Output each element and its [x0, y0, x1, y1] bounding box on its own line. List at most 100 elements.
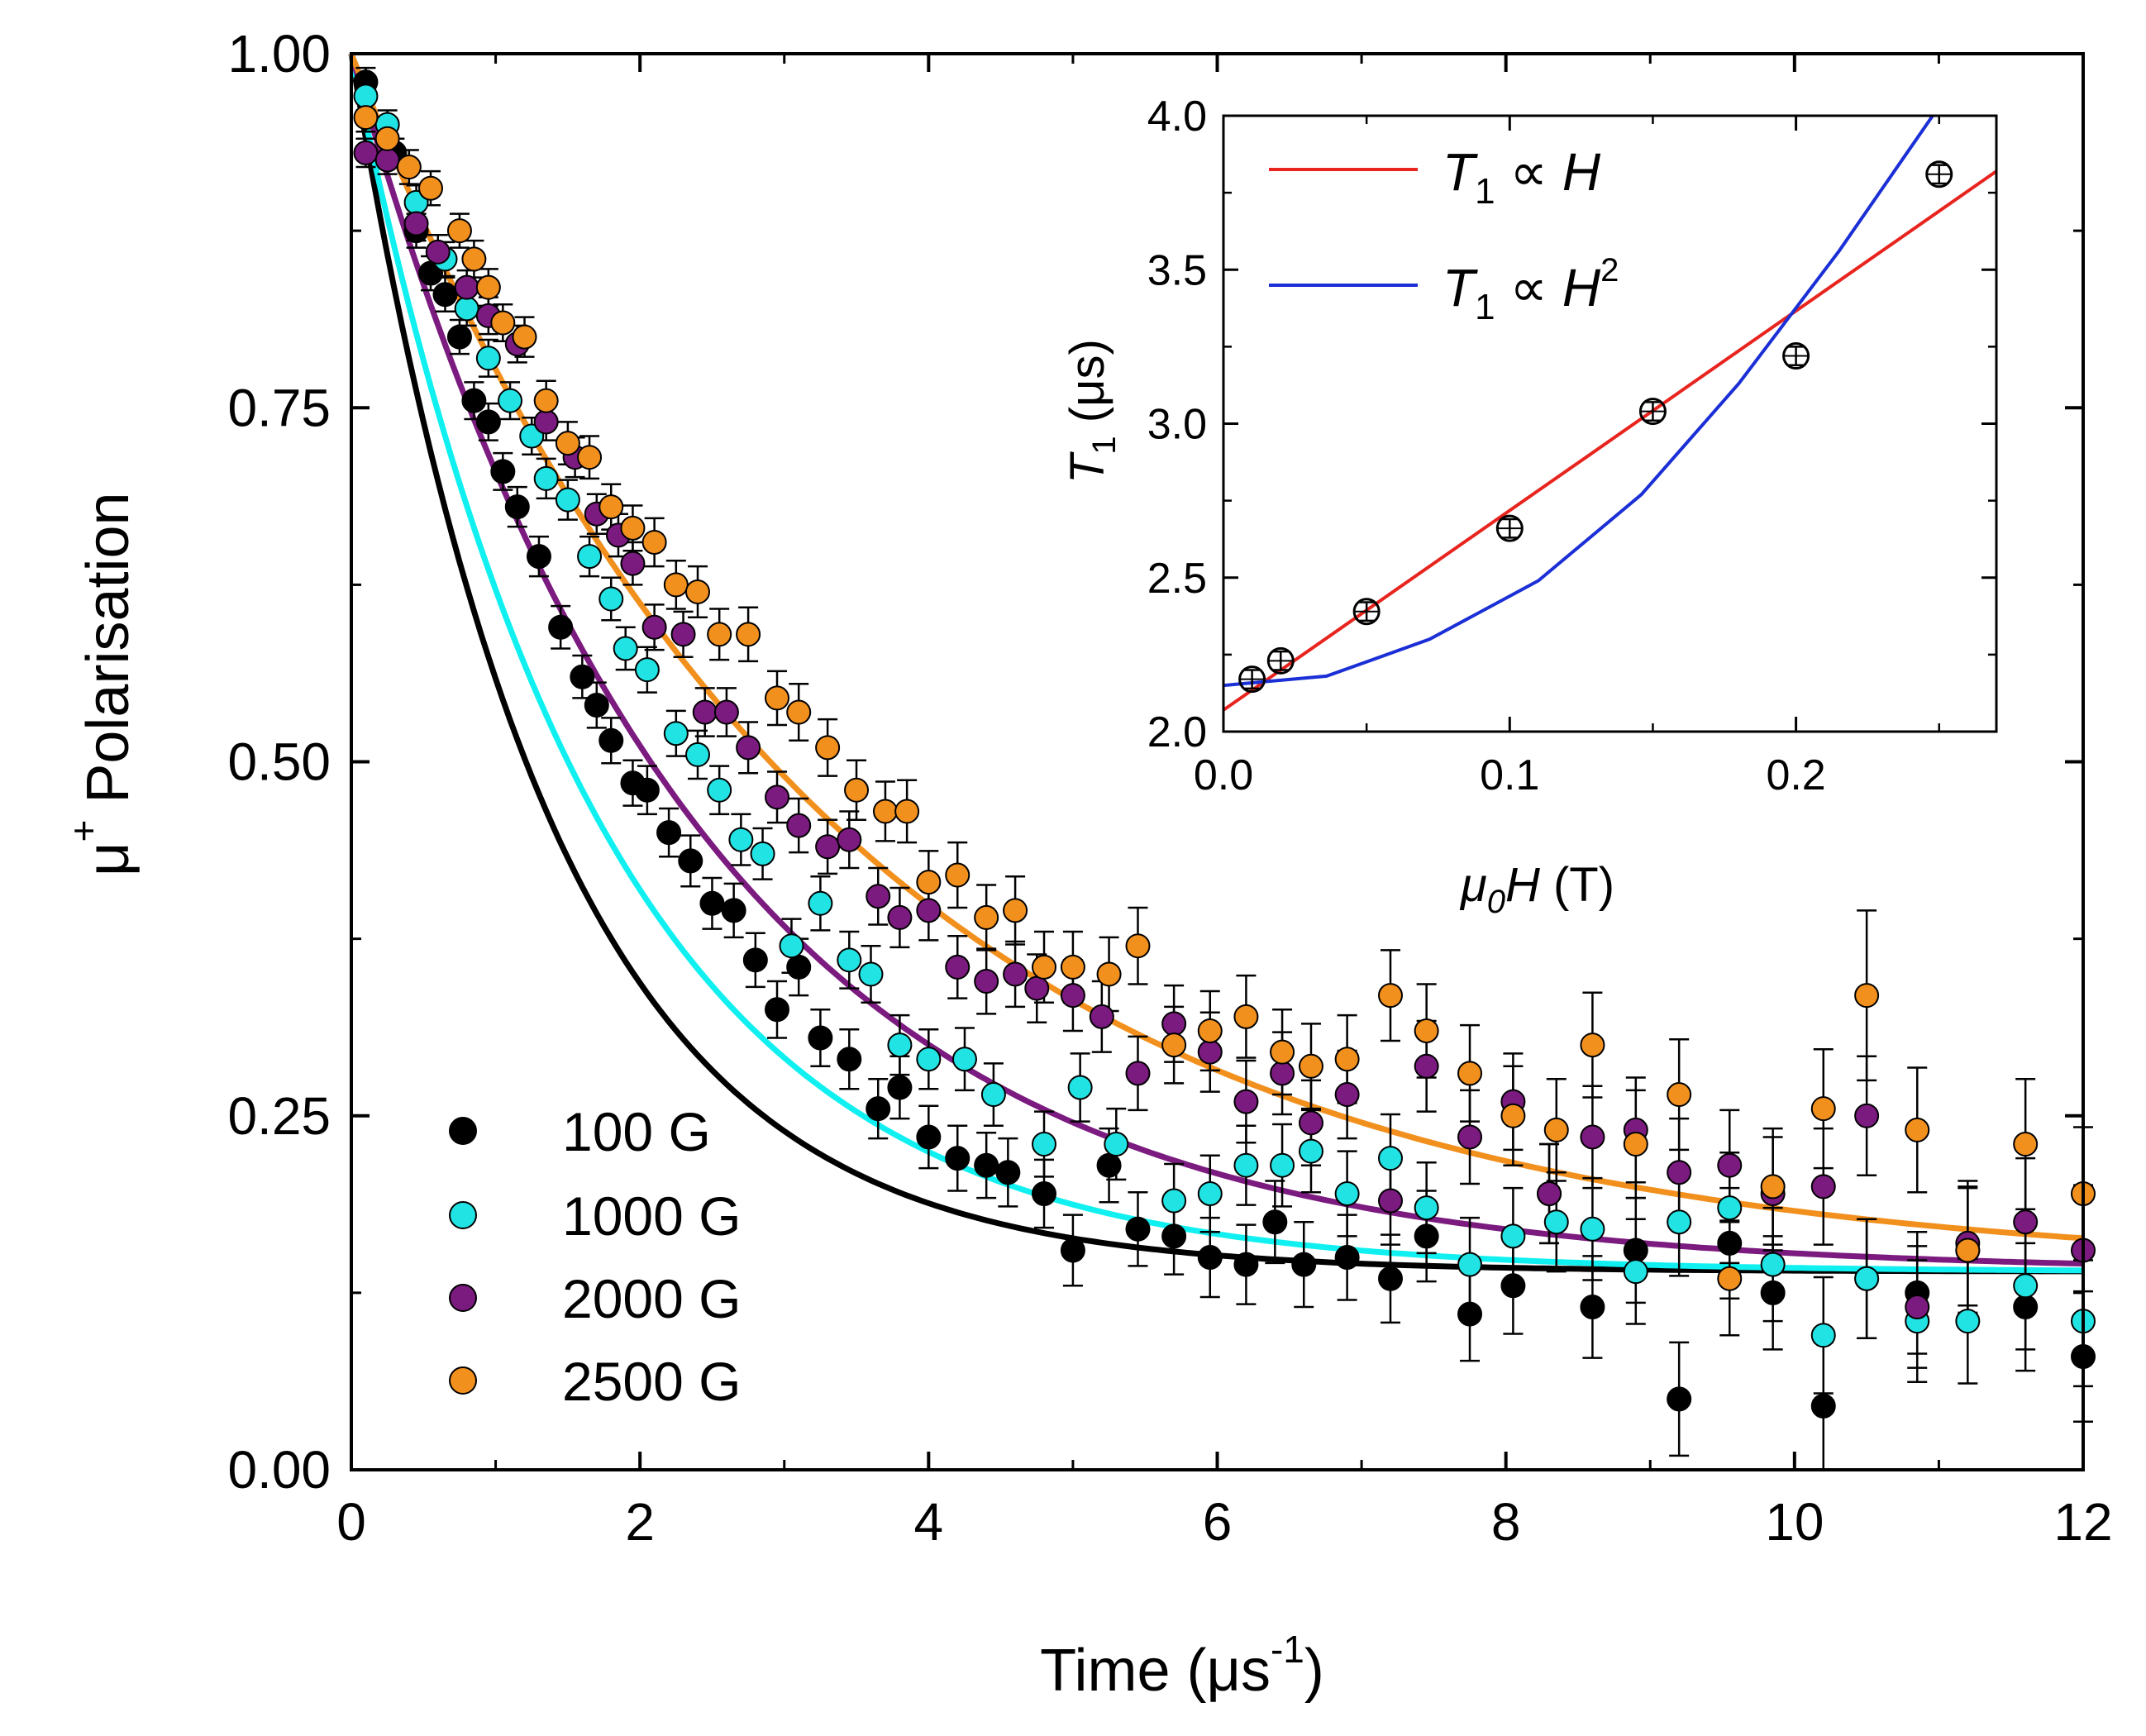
data-point-2000g	[1537, 1180, 1562, 1206]
data-point-100g	[742, 947, 768, 973]
data-point-2500g	[641, 529, 667, 555]
data-point-1000g	[1414, 1195, 1439, 1221]
data-point-2500g	[598, 494, 624, 520]
data-point-1000g	[1270, 1152, 1295, 1178]
data-point-1000g	[1032, 1132, 1056, 1157]
inset-x-title-sub: 0	[1487, 884, 1505, 920]
data-point-2500g	[1197, 1018, 1223, 1043]
data-point-100g	[678, 848, 703, 874]
data-point-2000g	[1233, 1089, 1259, 1114]
inset-x-title-h: H	[1505, 858, 1540, 912]
data-point-1000g	[779, 933, 804, 959]
data-point-2000g	[887, 904, 913, 930]
legend-label-2500g: 2500 G	[562, 1351, 742, 1412]
data-point-2500g	[512, 324, 537, 350]
data-point-100g	[1457, 1301, 1483, 1327]
data-point-1000g	[475, 346, 501, 371]
data-point-2500g	[475, 274, 501, 300]
data-point-2500g	[353, 105, 379, 131]
data-point-2500g	[1810, 1096, 1836, 1122]
inset-x-tick-label: 0.0	[1194, 751, 1253, 799]
data-point-1000g	[1543, 1209, 1569, 1235]
main-chart: 0 2 4 6 8 10 120.000.250.500.751.00 μ+ Polaris…	[62, 24, 2113, 1704]
data-point-100g	[548, 614, 574, 640]
data-point-100g	[1161, 1223, 1187, 1249]
data-point-2500g	[1233, 1004, 1259, 1029]
data-point-2000g	[403, 211, 429, 236]
data-point-100g	[634, 777, 660, 803]
x-tick-label: 10	[1765, 1492, 1824, 1552]
data-point-1000g	[858, 961, 884, 987]
data-point-1000g	[837, 947, 862, 973]
legend-label-1000g: 1000 G	[562, 1185, 742, 1247]
legend-entry-2000g: 2000 G	[449, 1268, 742, 1329]
data-point-2500g	[844, 777, 870, 803]
data-point-2500g	[2013, 1132, 2039, 1157]
data-point-2000g	[916, 898, 942, 923]
data-point-2500g	[577, 445, 603, 470]
data-point-100g	[1233, 1252, 1259, 1277]
inset-y-axis-title: T1 (μs)	[1061, 339, 1123, 484]
fit-line-2000g	[348, 53, 2084, 1267]
data-point-2500g	[1060, 954, 1085, 980]
x-tick-label: 12	[2053, 1492, 2112, 1552]
data-point-100g	[1378, 1266, 1403, 1291]
inset-y-title-t: T	[1061, 451, 1114, 484]
data-point-100g	[1500, 1273, 1526, 1299]
data-point-2000g	[1810, 1174, 1836, 1199]
data-point-2500g	[1378, 983, 1403, 1009]
data-point-2000g	[1270, 1061, 1295, 1086]
data-point-1000g	[1161, 1188, 1187, 1214]
data-point-2500g	[765, 685, 790, 711]
y-axis-title-mu: μ	[75, 842, 141, 876]
data-point-2500g	[461, 246, 487, 272]
y-axis-title: μ+ Polarisation	[62, 492, 141, 876]
data-point-1000g	[1067, 1075, 1093, 1100]
legend-entry-100g: 100 G	[449, 1101, 711, 1162]
inset-legend-quad-prop: ∝	[1495, 258, 1562, 317]
inset-legend-quad-h: H	[1562, 258, 1601, 317]
data-point-2500g	[872, 799, 898, 824]
main-legend: 100 G 1000 G 2000 G 2500 G	[449, 1101, 742, 1412]
data-point-2000g	[1905, 1295, 1930, 1320]
data-point-2000g	[1298, 1110, 1323, 1136]
data-point-2500g	[396, 155, 422, 180]
inset-background	[1223, 116, 1996, 732]
data-point-100g	[432, 282, 458, 308]
data-point-100g	[504, 494, 530, 520]
data-point-2000g	[786, 813, 812, 838]
data-point-2000g	[713, 699, 739, 725]
inset-x-tick-label: 0.1	[1480, 751, 1539, 799]
data-point-1000g	[808, 890, 833, 916]
data-point-2500g	[1760, 1174, 1786, 1199]
inset-x-axis-title: μ0H (T)	[1459, 858, 1614, 920]
data-point-1000g	[663, 721, 689, 746]
main-data-points	[353, 69, 2096, 1419]
data-point-2500g	[446, 218, 472, 244]
data-point-100g	[1580, 1295, 1605, 1320]
data-point-2500g	[1096, 961, 1122, 987]
y-axis-title-rest: Polarisation	[75, 492, 141, 819]
data-point-1000g	[598, 586, 624, 612]
data-point-1000g	[1854, 1266, 1880, 1291]
data-point-2000g	[454, 274, 479, 300]
inset-y-tick-label: 3.5	[1147, 246, 1207, 294]
inset-fit-lines	[1223, 116, 1996, 712]
data-point-100g	[475, 409, 501, 435]
legend-marker-2500g	[449, 1366, 477, 1395]
data-point-100g	[2013, 1295, 2039, 1320]
inset-line-linear	[1223, 169, 1996, 712]
data-point-2500g	[620, 515, 646, 541]
data-point-1000g	[750, 841, 775, 866]
data-point-1000g	[1667, 1209, 1692, 1235]
data-point-100g	[656, 820, 682, 846]
data-point-100g	[945, 1146, 970, 1171]
data-point-100g	[584, 692, 609, 718]
data-point-1000g	[1717, 1195, 1743, 1221]
inset-x-title-mu: μ	[1459, 858, 1487, 912]
legend-entry-2500g: 2500 G	[449, 1351, 742, 1412]
data-point-2000g	[2013, 1209, 2039, 1235]
data-point-2500g	[1667, 1082, 1692, 1108]
data-point-2500g	[533, 388, 559, 413]
data-point-2500g	[736, 622, 761, 647]
